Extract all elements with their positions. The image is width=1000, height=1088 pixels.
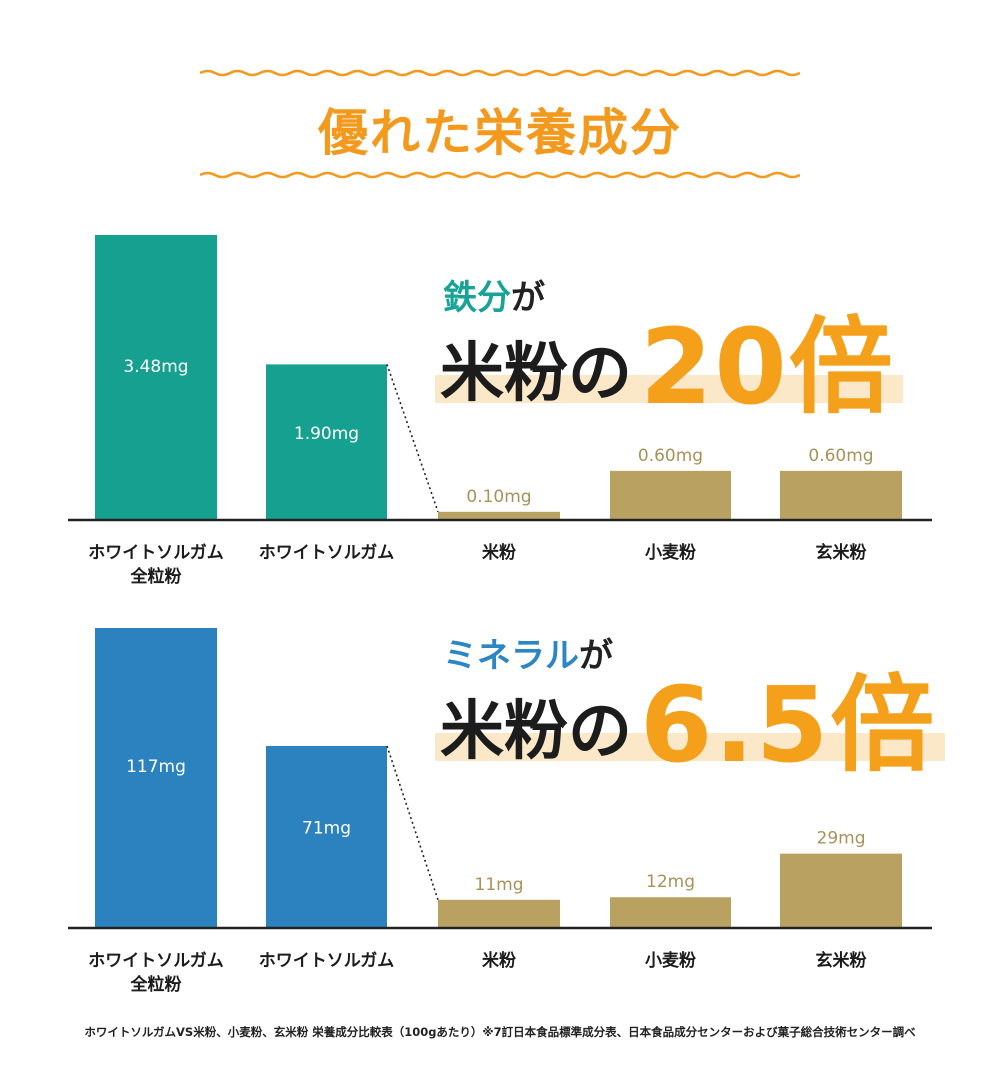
mineral-headline-sub: ミネラルが (443, 628, 613, 677)
category-label-1: ホワイトソルガム (259, 543, 395, 563)
bar-3 (610, 897, 731, 928)
mineral-chart-svg: 117mgホワイトソルガム全粒粉71mgホワイトソルガム11mg米粉12mg小麦… (68, 628, 932, 995)
data-label-0: 117mg (126, 757, 186, 777)
category-label-1: ホワイトソルガム (259, 951, 395, 971)
title-bottom-wavy-line (200, 171, 800, 179)
data-label-1: 1.90mg (294, 424, 359, 444)
bar-2 (438, 511, 560, 520)
category-label-0-line-1: 全粒粉 (130, 566, 182, 587)
page-title: 優れた栄養成分 (318, 104, 682, 162)
bar-1 (266, 745, 387, 928)
bar-1 (266, 364, 387, 520)
data-label-4: 29mg (817, 829, 866, 849)
category-label-2: 米粉 (482, 542, 516, 563)
dotted-connector (386, 364, 439, 513)
footnote: ホワイトソルガムVS米粉、小麦粉、玄米粉 栄養成分比較表（100gあたり）※7訂… (84, 1025, 916, 1039)
data-label-3: 0.60mg (638, 446, 703, 466)
mineral-headline-highlight (435, 733, 945, 761)
iron-headline-sub: 鉄分が (443, 270, 545, 319)
iron-headline-big: 20倍 (640, 306, 895, 428)
mineral-headline-accent: ミネラル (443, 636, 579, 676)
bar-4 (780, 853, 902, 928)
category-label-4: 玄米粉 (816, 950, 867, 971)
category-label-4: 玄米粉 (816, 542, 867, 563)
iron-headline-highlight (435, 375, 903, 403)
category-label-3: 小麦粉 (645, 542, 696, 563)
iron-headline-sub-rest: が (511, 278, 545, 318)
data-label-4: 0.60mg (808, 446, 873, 466)
data-label-2: 11mg (475, 875, 524, 895)
title-top-wavy-line (200, 69, 800, 77)
mineral-headline-big: 6.5倍 (640, 664, 937, 786)
bar-0 (95, 235, 217, 520)
category-label-0-line-0: ホワイトソルガム (88, 543, 224, 563)
data-label-1: 71mg (302, 818, 351, 838)
mineral-headline-main: 米粉の (440, 695, 632, 769)
mineral-chart: 117mg ホワイトソルガム 全粒粉 71mg ホワイトソルガム 11mg 米粉 12mg 小麦… (68, 628, 932, 995)
data-label-2: 0.10mg (466, 487, 531, 507)
category-label-2: 米粉 (482, 950, 516, 971)
iron-chart: 3.48mg ホワイトソルガム 全粒粉 1.90mg ホワイトソルガム 0.10mg 米粉 0… (68, 235, 932, 587)
iron-headline-main: 米粉の (440, 337, 632, 411)
iron-chart-svg: 3.48mgホワイトソルガム全粒粉1.90mgホワイトソルガム0.10mg米粉0… (68, 235, 932, 587)
category-label-0-line-1: 全粒粉 (130, 974, 182, 995)
category-label-0-line-0: ホワイトソルガム (88, 951, 224, 971)
bar-2 (438, 899, 560, 928)
data-label-3: 12mg (646, 872, 695, 892)
bar-4 (780, 470, 902, 520)
data-label-0: 3.48mg (123, 357, 188, 377)
bar-3 (610, 470, 731, 520)
bar-0 (95, 628, 217, 928)
dotted-connector (386, 745, 439, 901)
mineral-headline-sub-rest: が (579, 636, 613, 676)
iron-headline-accent: 鉄分 (443, 278, 511, 318)
category-label-3: 小麦粉 (645, 950, 696, 971)
